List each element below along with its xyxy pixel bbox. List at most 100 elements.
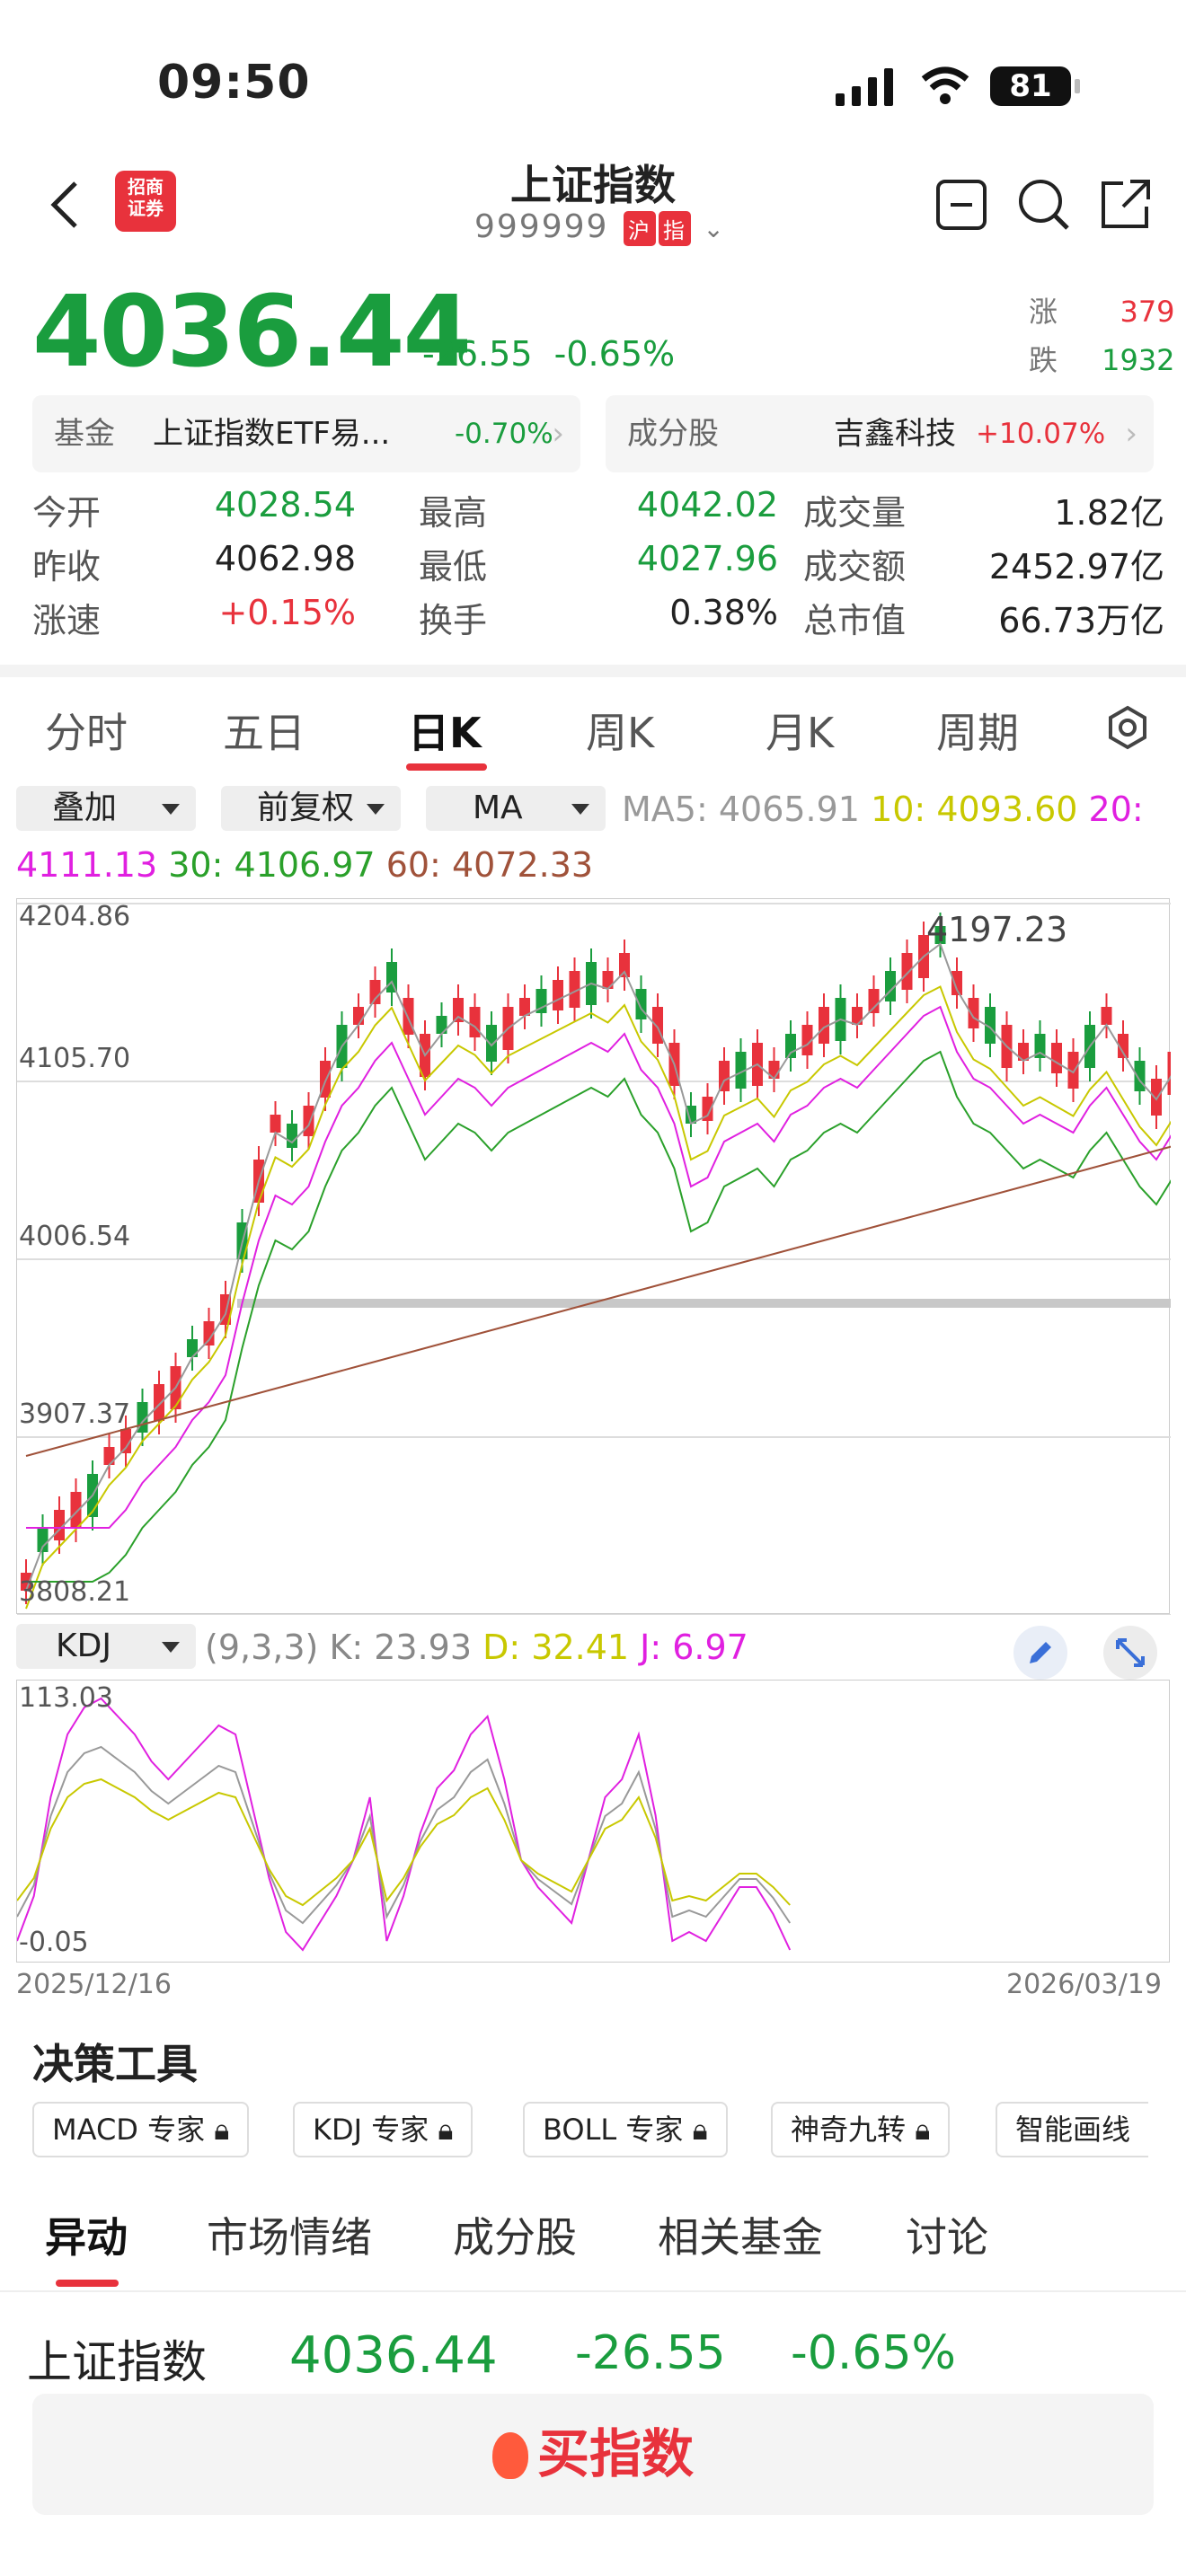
tab-weekly-k[interactable]: 周K [586, 709, 655, 757]
tab-intraday[interactable]: 分时 [45, 709, 128, 757]
buy-label: 买指数 [536, 2423, 694, 2484]
tool-label: 智能画线 [1015, 2113, 1131, 2147]
stats-grid: 今开 4028.54 最高 4042.02 成交量 1.82亿 昨收 4062.… [32, 485, 1164, 647]
candle [735, 1052, 747, 1089]
stat-value: 1.82亿 [1054, 493, 1164, 533]
candle [1101, 1007, 1112, 1025]
code-text: 999999 [474, 208, 609, 245]
candle [819, 1007, 829, 1044]
chevron-right-icon: › [1125, 416, 1137, 452]
tab-movement[interactable]: 异动 [45, 2213, 128, 2262]
stats-row: 今开 4028.54 最高 4042.02 成交量 1.82亿 [32, 485, 1164, 539]
fund-card[interactable]: 基金 上证指数ETF易... -0.70% › [32, 395, 580, 472]
tool-nine-turn[interactable]: 神奇九转 🔒︎ [771, 2102, 951, 2157]
chevron-down-icon: ⌄ [703, 214, 726, 243]
candle [719, 1061, 730, 1091]
candle [553, 980, 563, 1010]
stat-key: 今开 [32, 493, 102, 533]
candle [453, 998, 464, 1022]
indicator-select[interactable]: MA [426, 786, 606, 831]
edit-icon[interactable] [1012, 1624, 1069, 1681]
date-start: 2025/12/16 [16, 1969, 172, 2000]
tab-sentiment[interactable]: 市场情绪 [207, 2213, 372, 2262]
settings-icon[interactable] [1105, 705, 1150, 750]
stat-value: 4027.96 [636, 539, 778, 578]
stat-value: 4042.02 [636, 485, 778, 525]
expand-icon[interactable] [1102, 1624, 1159, 1681]
kdj-select[interactable]: KDJ [16, 1624, 196, 1669]
candle [353, 1007, 364, 1025]
candle [287, 1124, 297, 1148]
tab-daily-k[interactable]: 日K [408, 709, 482, 757]
buy-index-button[interactable]: 买指数 [32, 2394, 1154, 2515]
tab-components[interactable]: 成分股 [453, 2213, 577, 2262]
tab-monthly-k[interactable]: 月K [766, 709, 835, 757]
candle [1018, 1043, 1029, 1061]
chart-tabs: 分时 五日 日K 周K 月K 周期 [0, 692, 1186, 781]
component-card[interactable]: 成分股 吉鑫科技 +10.07% › [606, 395, 1154, 472]
tab-underline [406, 763, 487, 771]
overlay-select[interactable]: 叠加 [16, 786, 196, 831]
candle [270, 1115, 281, 1133]
candle [369, 980, 381, 1004]
minimize-icon[interactable] [934, 178, 988, 232]
search-icon[interactable] [1015, 176, 1073, 234]
tool-label: 神奇九转 [791, 2113, 907, 2147]
stats-row: 涨速 +0.15% 换手 0.38% 总市值 66.73万亿 [32, 593, 1164, 647]
stat-value: 2452.97亿 [988, 547, 1164, 587]
candle [635, 989, 647, 1019]
high-label: 4197.23 [926, 910, 1068, 949]
stat-value: 4028.54 [214, 485, 356, 525]
adjust-select[interactable]: 前复权 [221, 786, 401, 831]
stat-key: 昨收 [32, 547, 102, 587]
candle [868, 989, 880, 1013]
ma60-value: 60: 4072.33 [385, 845, 594, 885]
tab-related-funds[interactable]: 相关基金 [658, 2213, 823, 2262]
market-tag: 沪 [623, 210, 656, 246]
back-icon[interactable] [47, 178, 83, 232]
stats-row: 昨收 4062.98 最低 4027.96 成交额 2452.97亿 [32, 539, 1164, 593]
lock-icon: 🔒︎ [438, 2113, 454, 2147]
ma5-value: MA5: 4065.91 [622, 790, 860, 829]
down-label: 跌 [1029, 343, 1058, 377]
stat-value: +0.15% [218, 593, 356, 632]
tool-smart-draw[interactable]: 智能画线 [996, 2102, 1149, 2157]
y-tick: 4006.54 [19, 1221, 131, 1252]
candle [1151, 1079, 1162, 1116]
kdj-chart[interactable]: 113.03 -0.05 [16, 1680, 1170, 1963]
clock: 09:50 [157, 56, 311, 110]
stat-key: 成交量 [803, 493, 907, 533]
tab-discussion[interactable]: 讨论 [906, 2213, 988, 2262]
current-price: 4036.44 [32, 274, 472, 389]
candle [1118, 1034, 1128, 1058]
card-label: 基金 [54, 416, 115, 452]
stat-value: 0.38% [669, 593, 778, 632]
broker-logo: 招商证券 [115, 171, 176, 232]
candle [403, 998, 414, 1035]
candle [934, 926, 946, 944]
stat-key: 最低 [419, 547, 488, 587]
kline-chart[interactable]: 4204.86 4105.70 4006.54 3907.37 3808.21 … [16, 898, 1179, 1616]
bottom-change: -26.55 [575, 2326, 726, 2380]
tool-kdj[interactable]: KDJ 专家 🔒︎ [293, 2102, 474, 2157]
tab-five-day[interactable]: 五日 [223, 709, 305, 757]
price-change: -26.55 -0.65% [422, 334, 675, 374]
ma30-value: 30: 4106.97 [168, 845, 376, 885]
tool-macd[interactable]: MACD 专家 🔒︎ [32, 2102, 250, 2157]
candle [901, 953, 913, 990]
stock-code[interactable]: 999999 沪指 ⌄ [474, 208, 726, 246]
tool-label: MACD 专家 [52, 2113, 206, 2147]
support-band [237, 1299, 1171, 1308]
stat-key: 成交额 [803, 547, 907, 587]
kdj-legend: (9,3,3) K: 23.93 D: 32.41 J: 6.97 [205, 1628, 748, 1667]
bottom-name: 上证指数 [27, 2336, 207, 2388]
candle [1051, 1043, 1062, 1073]
tab-period[interactable]: 周期 [936, 709, 1019, 757]
share-icon[interactable] [1096, 176, 1154, 234]
candle [652, 1007, 663, 1044]
ma-legend: MA5: 4065.91 10: 4093.60 20: [622, 781, 1144, 837]
tool-label: KDJ 专家 [313, 2113, 429, 2147]
tool-boll[interactable]: BOLL 专家 🔒︎ [523, 2102, 728, 2157]
candle [1167, 1052, 1179, 1095]
candle [785, 1034, 796, 1058]
